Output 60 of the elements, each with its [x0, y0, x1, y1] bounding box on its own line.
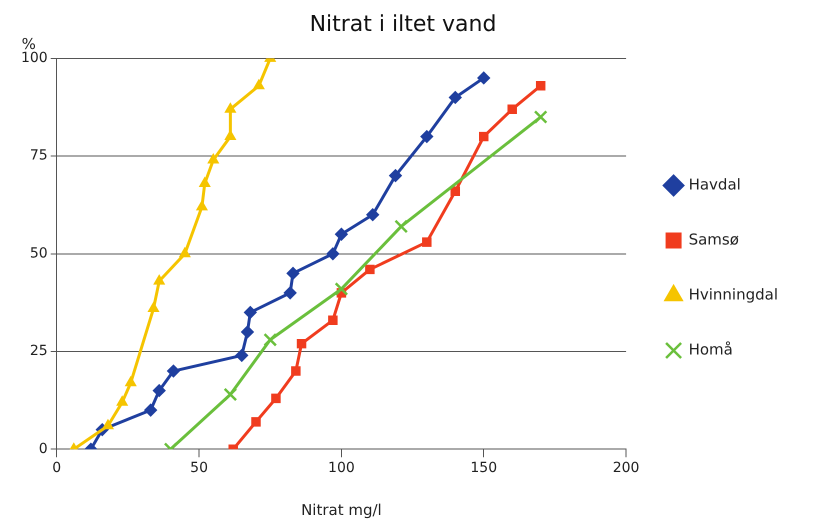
point — [235, 348, 248, 362]
x-tick-label: 150 — [470, 460, 498, 476]
point — [477, 71, 490, 84]
x-tick-label: 50 — [190, 460, 208, 476]
point — [224, 102, 236, 113]
point — [125, 376, 136, 386]
y-tick-label: 0 — [38, 440, 48, 457]
point — [534, 110, 548, 124]
legend-label: Homå — [688, 340, 733, 358]
point — [271, 394, 281, 404]
point — [196, 200, 208, 210]
chart-title: Nitrat i iltet vand — [310, 12, 496, 37]
point — [328, 315, 338, 325]
point — [291, 366, 301, 376]
y-tick-label: 75 — [30, 148, 48, 164]
point — [148, 302, 160, 312]
point — [507, 104, 517, 114]
x-tick-label: 200 — [612, 460, 640, 476]
point — [240, 325, 254, 338]
point — [223, 388, 238, 402]
point — [326, 247, 340, 260]
point — [154, 274, 165, 285]
legend-label: Hvinningdal — [688, 285, 778, 304]
point — [366, 208, 380, 222]
point — [199, 176, 210, 187]
y-tick-label: 50 — [30, 245, 48, 262]
point — [334, 282, 348, 296]
legend-label: Havdal — [688, 175, 741, 194]
point — [179, 247, 191, 258]
point — [388, 169, 402, 182]
point — [244, 306, 257, 319]
point — [394, 220, 408, 234]
point — [263, 332, 278, 347]
point — [334, 228, 348, 241]
point — [224, 130, 236, 140]
point — [152, 384, 166, 398]
point — [166, 364, 180, 378]
point — [251, 417, 261, 427]
point — [422, 237, 432, 247]
point — [144, 404, 158, 417]
y-tick-label: 25 — [30, 343, 48, 360]
y-tick-label: 100 — [20, 50, 48, 66]
legend-label: Samsø — [688, 230, 739, 248]
x-tick-label: 100 — [328, 460, 355, 476]
point — [286, 266, 300, 280]
point — [253, 79, 265, 90]
point — [208, 154, 219, 164]
point — [479, 132, 488, 142]
point — [365, 264, 375, 274]
point — [448, 90, 462, 104]
point — [284, 286, 297, 300]
x-tick-label: 0 — [52, 460, 62, 476]
point — [116, 396, 128, 406]
x-axis-title: Nitrat mg/l — [301, 500, 382, 519]
y-axis-title: % — [22, 34, 36, 53]
point — [420, 130, 434, 144]
point — [102, 419, 114, 430]
point — [536, 81, 546, 90]
point — [450, 186, 460, 196]
point — [296, 338, 306, 348]
